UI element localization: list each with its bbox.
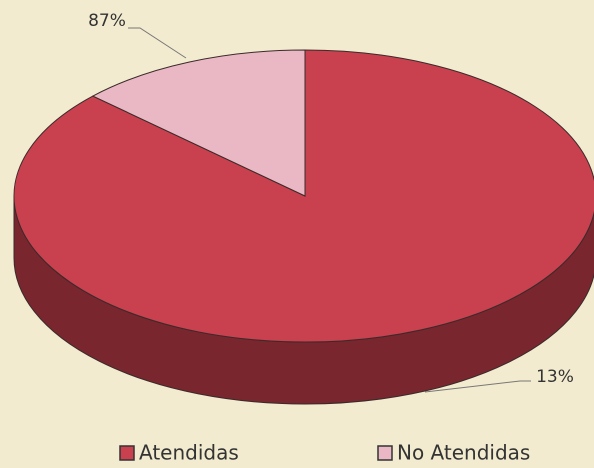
legend: Atendidas No Atendidas: [119, 441, 530, 465]
pie-slice: [91, 49, 306, 197]
data-label: 13%: [536, 367, 574, 387]
data-label: 87%: [88, 11, 126, 31]
legend-swatch: [377, 445, 393, 461]
leader-line: [128, 27, 187, 59]
legend-label: Atendidas: [139, 441, 239, 465]
legend-swatch: [119, 445, 135, 461]
legend-label: No Atendidas: [397, 441, 530, 465]
leader-line: [424, 380, 531, 393]
